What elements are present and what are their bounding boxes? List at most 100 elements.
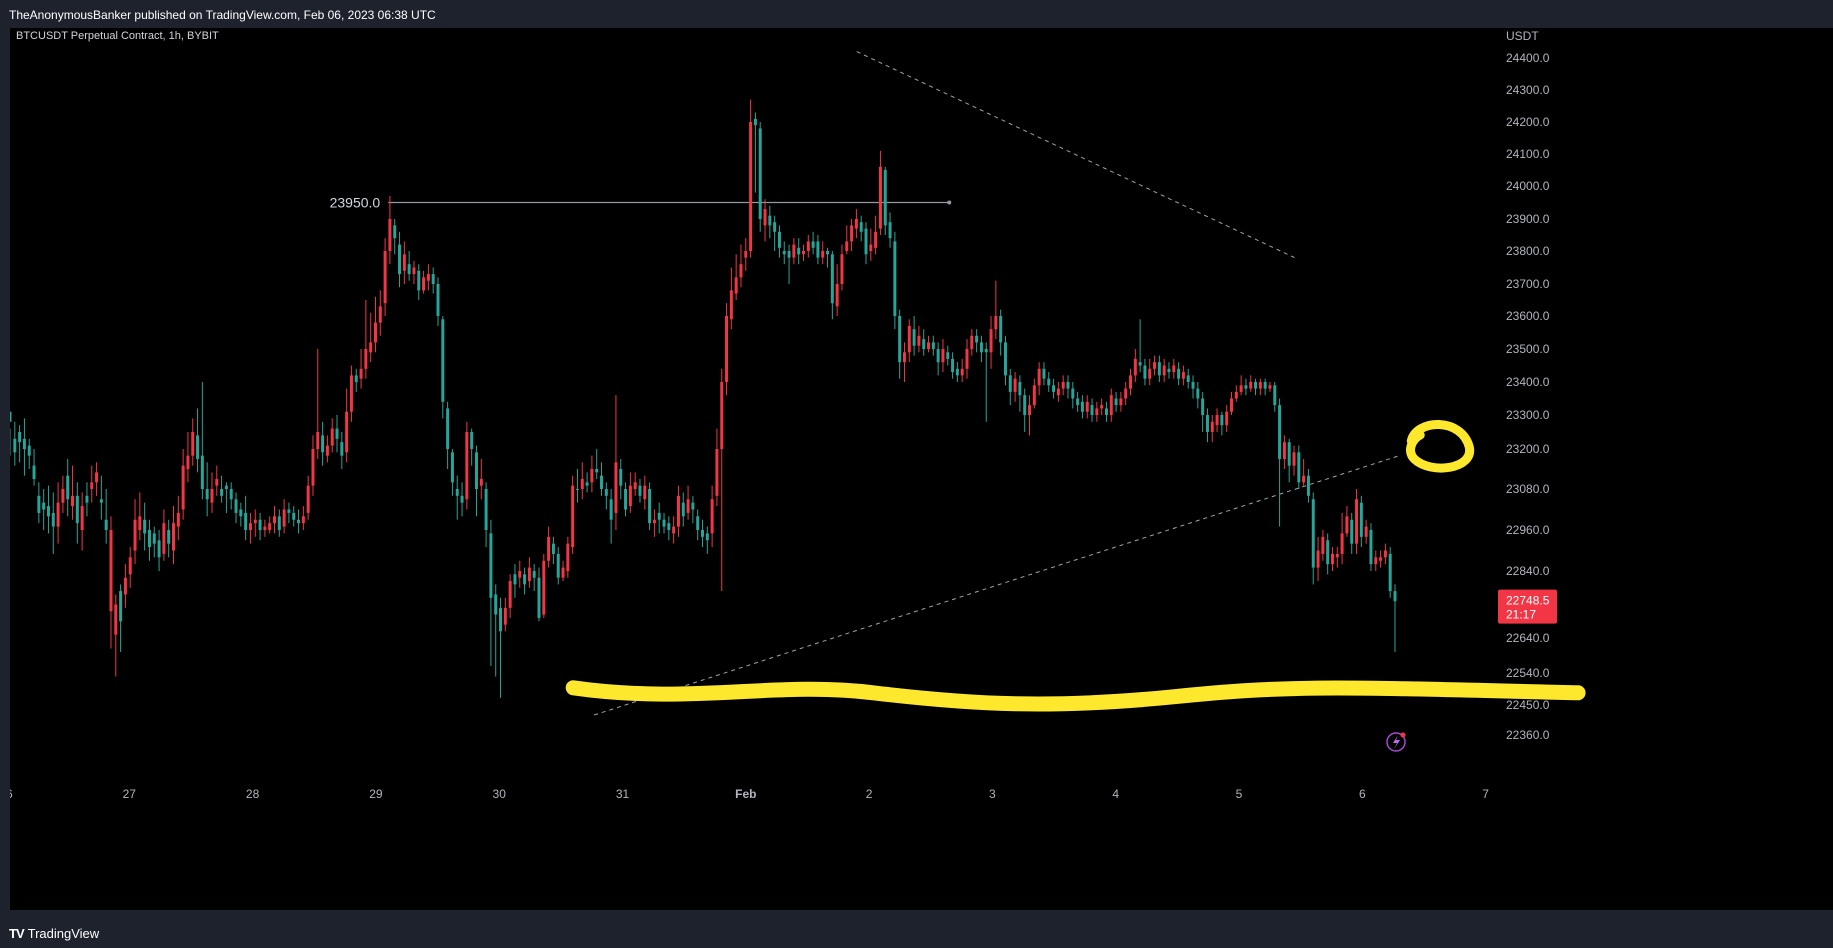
candle[interactable] [378,290,382,336]
candle[interactable] [1023,388,1027,432]
candle[interactable] [883,166,887,235]
trendline-2[interactable] [593,455,1400,716]
candle[interactable] [773,215,777,251]
candle[interactable] [340,432,344,469]
candle[interactable] [874,215,878,255]
candle[interactable] [628,472,632,513]
candle[interactable] [734,254,738,300]
candle[interactable] [955,362,959,382]
candle[interactable] [1071,382,1075,409]
candle[interactable] [167,519,171,558]
candle[interactable] [951,352,955,379]
candle[interactable] [835,264,839,316]
candle[interactable] [1287,438,1291,483]
candle[interactable] [220,475,224,503]
candle[interactable] [215,465,219,496]
candle[interactable] [1095,401,1099,422]
candle[interactable] [354,368,358,392]
candle[interactable] [56,482,60,544]
candle[interactable] [840,244,844,291]
candle[interactable] [624,482,628,517]
candle[interactable] [191,418,195,466]
candle[interactable] [575,469,579,503]
candle[interactable] [119,584,123,652]
candle[interactable] [181,449,185,520]
candle[interactable] [638,479,642,503]
candle[interactable] [1263,378,1267,396]
candle[interactable] [85,482,89,517]
candle[interactable] [282,499,286,534]
candle[interactable] [686,485,690,520]
candle[interactable] [1244,378,1248,396]
candle[interactable] [143,502,147,551]
candle[interactable] [1201,391,1205,432]
candle[interactable] [1119,391,1123,412]
candle[interactable] [470,428,474,466]
candle[interactable] [1148,358,1152,386]
candle[interactable] [1181,365,1185,386]
candle[interactable] [1018,375,1022,412]
candle[interactable] [585,472,589,493]
candle[interactable] [229,482,233,510]
candle[interactable] [1234,385,1238,402]
candle[interactable] [749,99,753,258]
candle[interactable] [503,597,507,632]
candle[interactable] [46,485,50,534]
candle[interactable] [292,506,296,527]
candle[interactable] [109,516,113,649]
candle[interactable] [268,516,272,534]
candle[interactable] [80,492,84,551]
candle[interactable] [1345,506,1349,537]
candle[interactable] [518,560,522,588]
candle[interactable] [1191,375,1195,399]
candle[interactable] [138,492,142,541]
candle[interactable] [1052,378,1056,399]
candle[interactable] [330,418,334,453]
candle[interactable] [200,382,204,500]
candle[interactable] [1114,391,1118,412]
candle[interactable] [248,512,252,544]
candle[interactable] [51,492,55,554]
candle[interactable] [508,574,512,618]
candle[interactable] [114,594,118,677]
candle[interactable] [907,319,911,363]
candle[interactable] [1109,388,1113,422]
candle[interactable] [537,567,541,622]
candle[interactable] [1104,401,1108,422]
candle[interactable] [99,475,103,520]
candle[interactable] [893,231,897,330]
candle[interactable] [426,264,430,291]
candle[interactable] [1003,335,1007,386]
candle[interactable] [1330,547,1334,571]
candle[interactable] [104,489,108,544]
candle[interactable] [186,432,190,483]
candle[interactable] [258,512,262,541]
candle[interactable] [162,509,166,561]
candle[interactable] [816,235,820,265]
candle[interactable] [811,231,815,255]
candle[interactable] [465,421,469,510]
candle[interactable] [1129,368,1132,396]
candle[interactable] [489,519,493,666]
candle[interactable] [494,584,498,677]
candle[interactable] [147,519,151,561]
candle[interactable] [1302,459,1306,486]
candle[interactable] [474,445,478,517]
candle[interactable] [604,482,608,510]
candle[interactable] [859,215,863,242]
candle[interactable] [95,462,99,496]
candle[interactable] [1162,358,1166,382]
candle[interactable] [989,316,993,369]
candle[interactable] [441,316,445,419]
candle[interactable] [1359,495,1363,548]
candle[interactable] [1013,372,1017,402]
candle[interactable] [157,530,161,571]
candle[interactable] [657,502,661,534]
candle[interactable] [681,492,685,527]
candle[interactable] [571,475,575,554]
candle[interactable] [705,526,709,554]
candle[interactable] [595,449,599,479]
candle[interactable] [523,567,527,595]
candle[interactable] [66,459,70,517]
candle[interactable] [32,449,36,486]
